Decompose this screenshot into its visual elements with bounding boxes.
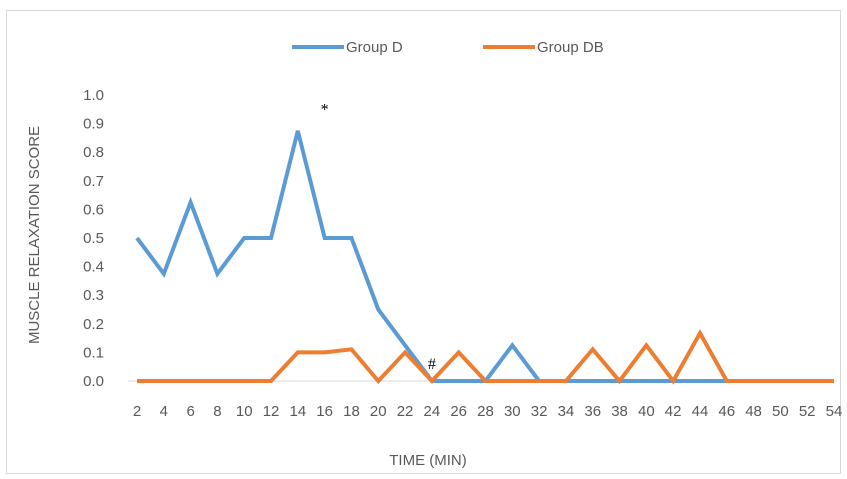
x-tick-label: 46 [718, 403, 735, 420]
y-tick-label: 1.0 [83, 87, 104, 104]
x-tick-label: 26 [450, 403, 467, 420]
chart-svg: Group D Group DB 0.0 0.1 0.2 0.3 0.4 0.5 0.6 0.7… [26, 39, 842, 469]
legend-label: Group D [346, 39, 403, 56]
series-line-group-db [137, 329, 834, 385]
x-tick-label: 54 [826, 403, 842, 420]
x-tick-label: 50 [772, 403, 789, 420]
x-tick-label: 40 [638, 403, 655, 420]
x-tick-label: 22 [397, 403, 414, 420]
y-tick-label: 0.3 [83, 287, 104, 304]
y-tick-label: 0.9 [83, 116, 104, 133]
y-axis-title: MUSCLE RELAXATION SCORE [26, 126, 43, 344]
annotation-mark: * [321, 101, 329, 118]
x-tick-label: 12 [263, 403, 280, 420]
x-tick-label: 6 [186, 403, 194, 420]
y-tick-label: 0.1 [83, 344, 104, 361]
x-tick-label: 8 [213, 403, 221, 420]
x-tick-label: 16 [316, 403, 333, 420]
x-axis-title: TIME (MIN) [389, 452, 466, 469]
x-tick-label: 36 [584, 403, 601, 420]
y-tick-label: 0.7 [83, 173, 104, 190]
series-line-group-d [135, 130, 834, 383]
y-tick-label: 0.4 [83, 259, 104, 276]
y-tick-label: 0.5 [83, 230, 104, 247]
x-tick-label: 18 [343, 403, 360, 420]
annotations: *# [321, 101, 436, 373]
x-tick-label: 30 [504, 403, 521, 420]
legend-label: Group DB [537, 39, 604, 56]
x-tick-label: 38 [611, 403, 628, 420]
x-tick-label: 4 [160, 403, 168, 420]
x-tick-label: 32 [531, 403, 548, 420]
annotation-mark: # [428, 356, 436, 373]
chart-frame: Group D Group DB 0.0 0.1 0.2 0.3 0.4 0.5 0.6 0.7… [6, 10, 842, 474]
x-tick-label: 44 [692, 403, 709, 420]
x-tick-label: 42 [665, 403, 682, 420]
x-tick-label: 48 [745, 403, 762, 420]
x-tick-label: 52 [799, 403, 816, 420]
x-axis-ticks: 2 4 6 8 10 12 14 16 18 20 22 24 26 28 30 32 34 36 38 40 42 44… [133, 403, 842, 420]
x-tick-label: 14 [290, 403, 307, 420]
x-tick-label: 24 [424, 403, 441, 420]
series-layer [135, 130, 834, 385]
legend: Group D Group DB [292, 39, 604, 56]
y-tick-label: 0.0 [83, 373, 104, 390]
x-tick-label: 2 [133, 403, 141, 420]
y-axis-ticks: 0.0 0.1 0.2 0.3 0.4 0.5 0.6 0.7 0.8 0.9 1.0 [83, 87, 104, 390]
x-tick-label: 20 [370, 403, 387, 420]
x-tick-label: 34 [558, 403, 575, 420]
y-tick-label: 0.6 [83, 201, 104, 218]
x-tick-label: 28 [477, 403, 494, 420]
y-tick-label: 0.8 [83, 144, 104, 161]
x-tick-label: 10 [236, 403, 253, 420]
y-tick-label: 0.2 [83, 316, 104, 333]
